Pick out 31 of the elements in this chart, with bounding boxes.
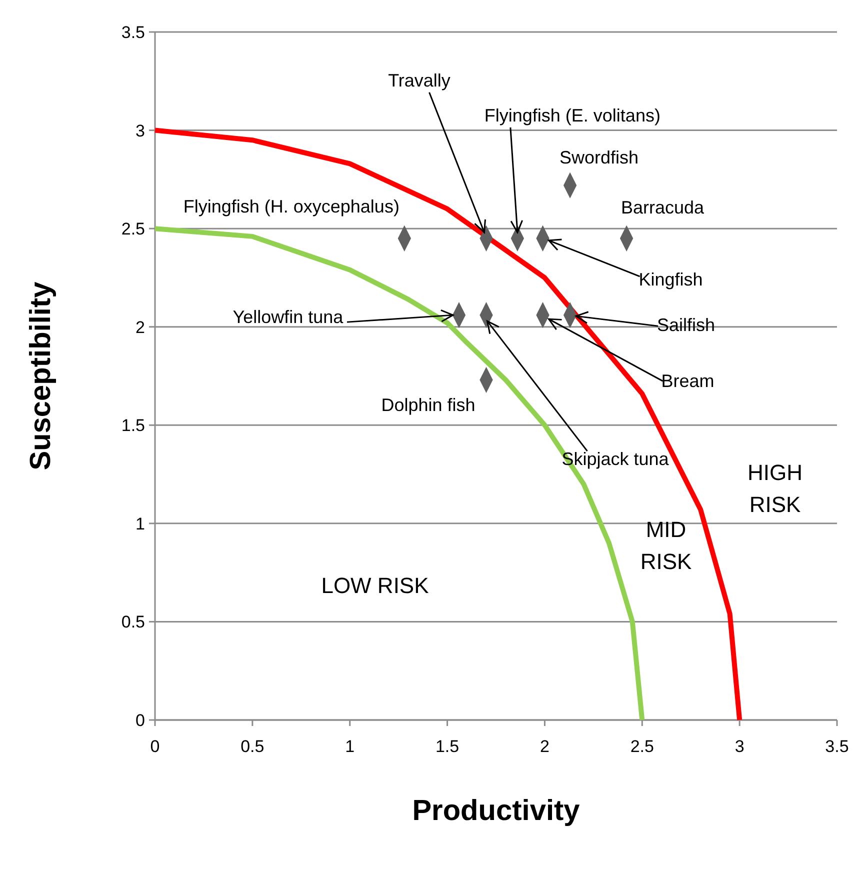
- x-tick-label: 2: [540, 737, 550, 756]
- annotation: Dolphin fish: [381, 394, 476, 415]
- y-tick-label: 0: [136, 711, 145, 730]
- annotation: LOW RISK: [321, 573, 430, 598]
- annotation: Swordfish: [560, 147, 639, 168]
- y-axis-title: Susceptibility: [25, 282, 57, 470]
- y-tick-label: 1: [136, 514, 145, 534]
- annotation: Flyingfish (E. volitans): [484, 105, 660, 126]
- annotation: Flyingfish (H. oxycephalus): [183, 196, 400, 216]
- annotation: Sailfish: [657, 315, 716, 336]
- x-tick-label: 1: [345, 737, 355, 756]
- y-tick-label: 0.5: [121, 612, 145, 632]
- x-tick-label: 0.5: [240, 737, 264, 756]
- annotation: Yellowfin tuna: [232, 307, 344, 328]
- annotation: Travally: [388, 70, 450, 90]
- annotation: Bream: [661, 371, 714, 392]
- y-tick-label: 3.5: [121, 23, 145, 42]
- x-tick-label: 0: [150, 737, 160, 756]
- y-tick-label: 2.5: [121, 220, 145, 239]
- annotation: Kingfish: [638, 269, 703, 290]
- x-tick-label: 1.5: [435, 737, 460, 756]
- annotation: MID RISK: [640, 517, 692, 574]
- x-tick-label: 3.5: [825, 737, 849, 756]
- x-axis-title: Productivity: [412, 795, 580, 827]
- x-tick-label: 3: [734, 737, 744, 756]
- x-tick-label: 2.5: [630, 737, 654, 756]
- annotation: HIGH RISK: [748, 460, 802, 517]
- y-tick-label: 3: [136, 121, 145, 140]
- y-tick-label: 2: [136, 318, 145, 337]
- y-tick-label: 1.5: [121, 416, 145, 436]
- annotation: Barracuda: [621, 197, 706, 218]
